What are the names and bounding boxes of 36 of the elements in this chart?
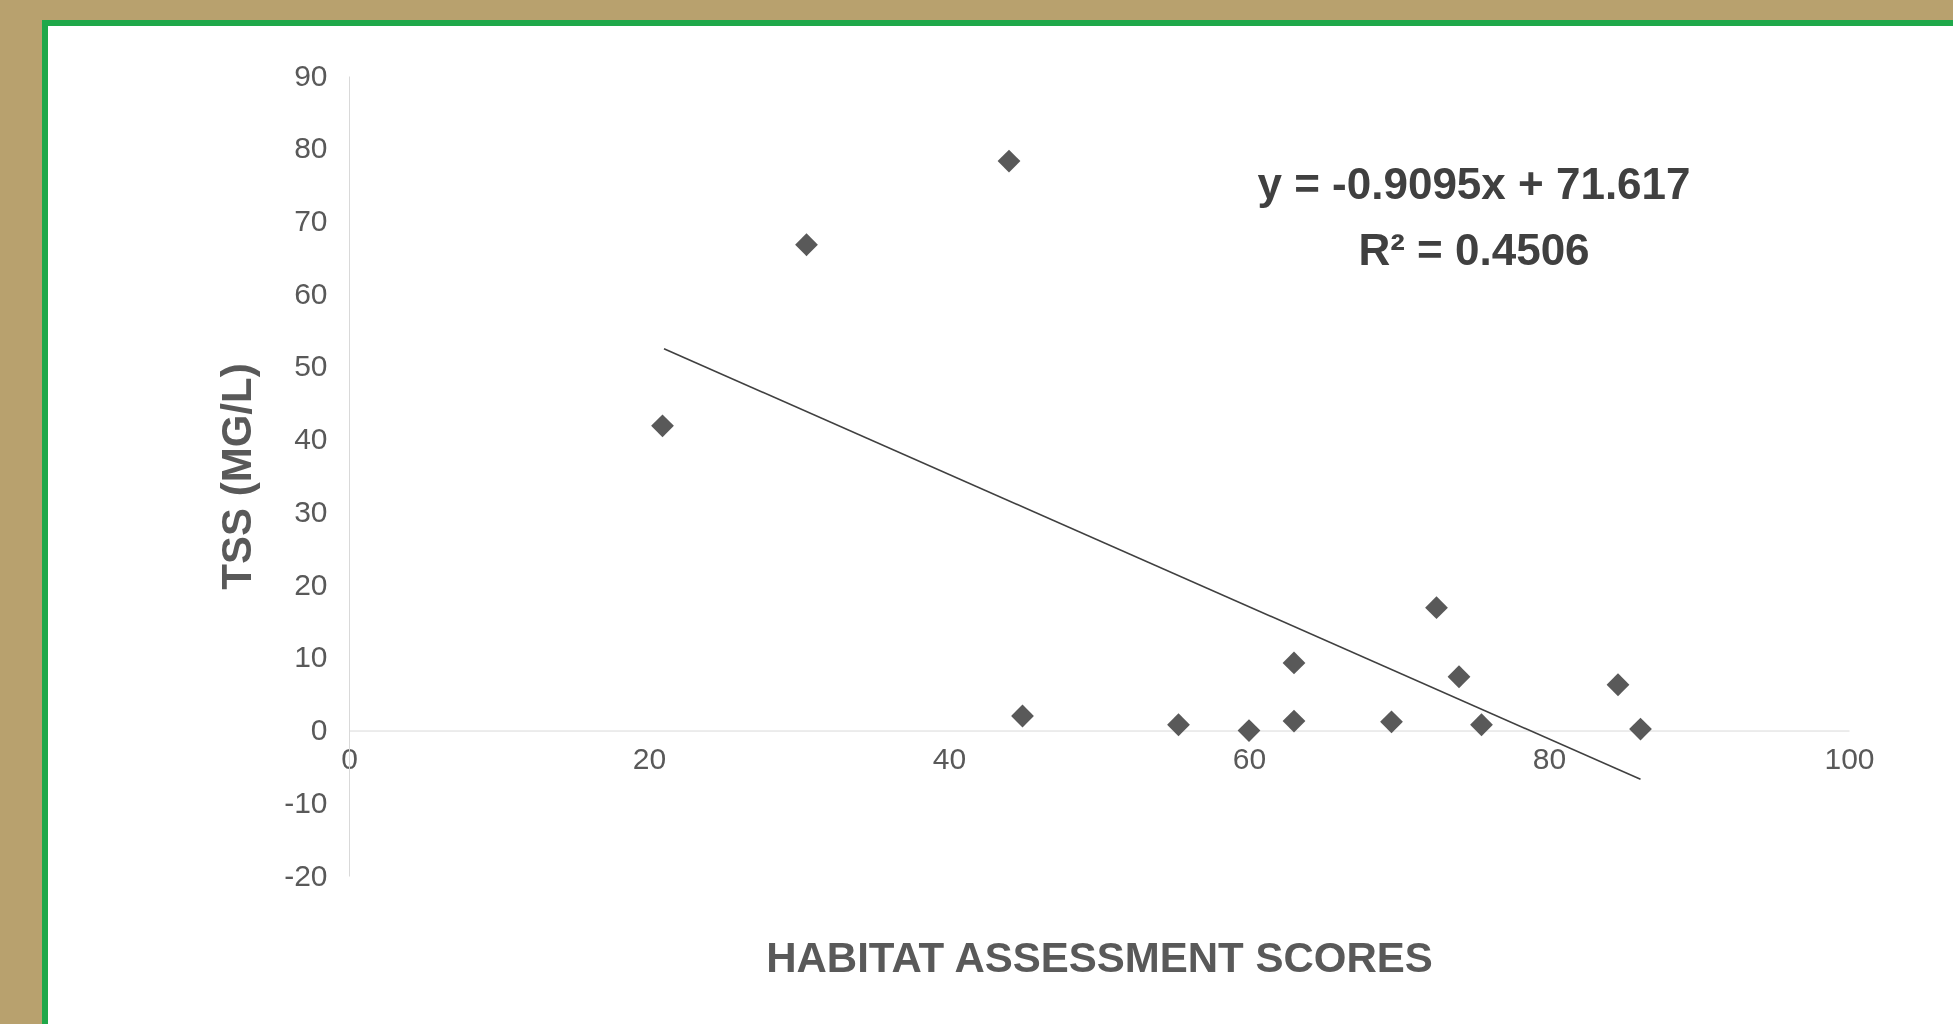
y-tick-label: 90 [294, 58, 328, 92]
point [1282, 651, 1306, 675]
y-tick-label: -10 [284, 785, 328, 819]
point [1629, 717, 1652, 741]
point [1606, 673, 1630, 697]
x-tick-label: 20 [632, 742, 667, 776]
point [651, 414, 674, 438]
y-tick-label: 40 [294, 422, 328, 456]
annotation: R² = 0.4506 [1358, 224, 1590, 274]
x-tick-label: 60 [1232, 742, 1267, 776]
point [1167, 713, 1190, 737]
x-axis-title: HABITAT ASSESSMENT SCORES [766, 933, 1433, 981]
y-tick-label: 70 [294, 203, 328, 237]
y-tick-label: 60 [294, 276, 328, 310]
point [795, 233, 818, 257]
point [1282, 709, 1306, 733]
annotation: y = -0.9095x + 71.617 [1257, 158, 1691, 208]
point [1447, 665, 1471, 689]
point [1237, 719, 1261, 742]
point [1011, 704, 1034, 728]
x-tick-label: 40 [932, 742, 967, 776]
x-tick-label: 80 [1532, 742, 1567, 776]
y-tick-label: 10 [294, 640, 328, 674]
y-axis-title: TSS (MG/L) [213, 363, 261, 590]
y-tick-label: 80 [294, 131, 328, 165]
y-tick-label: -20 [284, 858, 328, 892]
point [1470, 713, 1493, 737]
x-tick-label: 100 [1824, 742, 1875, 776]
point [1380, 710, 1403, 734]
y-tick-label: 50 [294, 349, 328, 383]
y-tick-label: 20 [294, 567, 328, 601]
y-tick-label: 30 [294, 494, 328, 528]
y-tick-label: 0 [310, 713, 328, 747]
point [997, 149, 1021, 173]
point [1425, 596, 1448, 620]
x-tick-label: 0 [341, 742, 358, 776]
